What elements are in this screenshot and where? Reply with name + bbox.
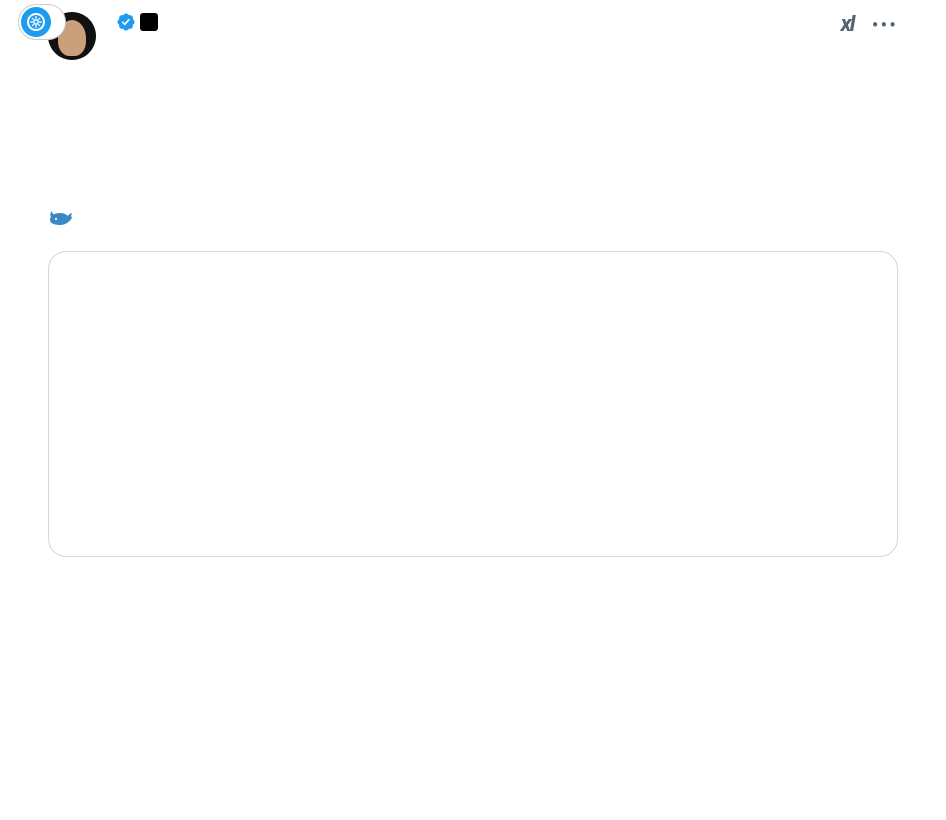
- image-card[interactable]: [48, 251, 898, 557]
- verified-icon: [116, 12, 136, 32]
- tweet-text: [48, 78, 898, 237]
- grok-icon[interactable]: xI: [841, 12, 854, 37]
- tweet-container: xI •••: [0, 0, 946, 583]
- whale-icon: [48, 206, 74, 237]
- watermark-icon: [21, 7, 51, 37]
- author-block: [108, 12, 841, 32]
- tweet-header: xI •••: [48, 12, 898, 60]
- affiliate-badge: [140, 13, 158, 31]
- bar-chart: [473, 252, 897, 540]
- more-icon[interactable]: •••: [872, 13, 898, 37]
- scatter-chart: [49, 252, 473, 540]
- watermark-badge: [18, 4, 66, 40]
- chart-captions: [49, 540, 897, 556]
